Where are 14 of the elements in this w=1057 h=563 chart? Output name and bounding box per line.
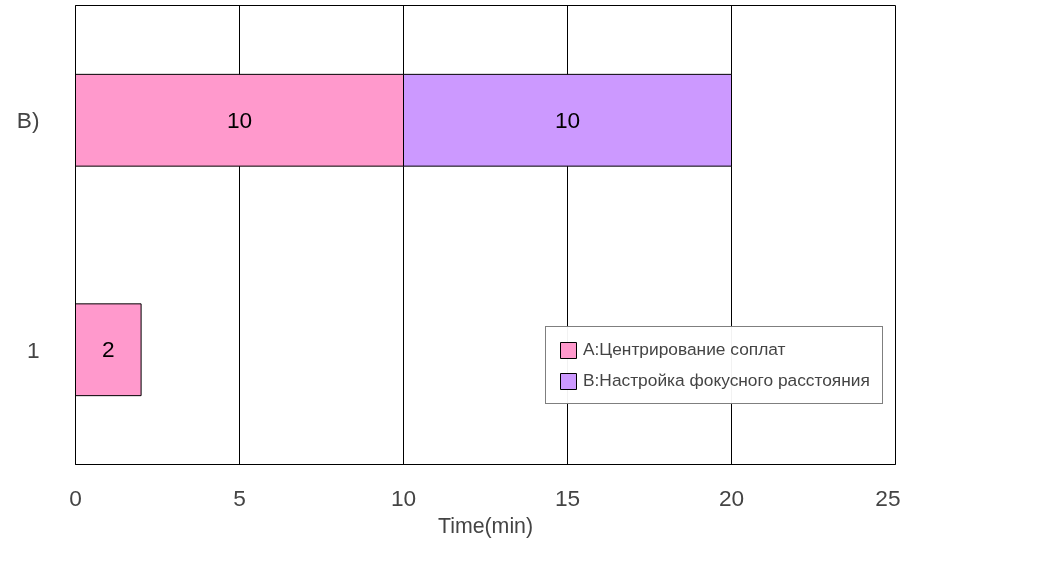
legend-label: A:Центрирование соплат bbox=[583, 339, 786, 360]
data-label: 10 bbox=[226, 106, 253, 133]
x-tick-label: 25 bbox=[875, 484, 901, 511]
data-label: 2 bbox=[102, 336, 115, 363]
x-axis-title: Time(min) bbox=[437, 513, 534, 538]
data-label: 10 bbox=[554, 106, 581, 133]
x-tick-label: 20 bbox=[718, 484, 745, 511]
x-tick-label: 15 bbox=[554, 484, 581, 511]
x-tick-label: 10 bbox=[390, 484, 417, 511]
x-tick-label: 5 bbox=[233, 484, 246, 511]
legend-label: B:Настройка фокусного расстояния bbox=[583, 370, 870, 391]
y-tick-label: 1 bbox=[26, 336, 40, 363]
y-tick-label: B) bbox=[16, 107, 40, 134]
x-tick-label: 0 bbox=[69, 484, 82, 511]
